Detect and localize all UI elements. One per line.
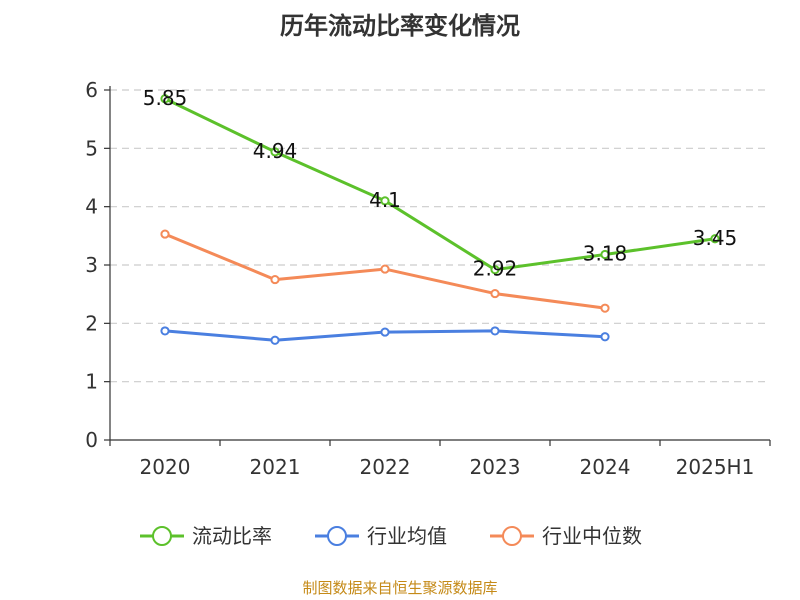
x-tick-label: 2022 <box>360 455 411 479</box>
data-point[interactable] <box>270 335 280 345</box>
legend-label: 行业均值 <box>367 524 447 548</box>
y-tick-label: 0 <box>85 428 98 452</box>
series-layer <box>160 94 720 345</box>
y-tick-label: 2 <box>85 311 98 335</box>
source-note: 制图数据来自恒生聚源数据库 <box>302 579 497 597</box>
y-tick-label: 1 <box>85 370 98 394</box>
data-point[interactable] <box>380 264 390 274</box>
legend-swatch-marker <box>327 526 347 546</box>
x-tick-label: 2024 <box>580 455 631 479</box>
data-label: 4.1 <box>369 188 401 212</box>
series-0 <box>160 94 720 275</box>
data-label: 3.18 <box>583 242 628 266</box>
legend-item-0[interactable]: 流动比率 <box>140 524 272 548</box>
grid <box>110 89 770 383</box>
data-point[interactable] <box>160 229 170 239</box>
data-label: 4.94 <box>253 139 298 163</box>
legend-label: 流动比率 <box>192 524 272 548</box>
data-label: 5.85 <box>143 86 188 110</box>
legend-swatch-marker <box>502 526 522 546</box>
x-tick-label: 2023 <box>470 455 521 479</box>
axes: 0 1 2 3 4 5 6 2020 2021 2022 2023 2024 2025H1 <box>85 78 771 479</box>
data-labels: 5.85 4.94 4.1 2.92 3.18 3.45 <box>143 86 738 281</box>
legend-item-1[interactable]: 行业均值 <box>315 524 447 548</box>
data-point[interactable] <box>270 147 280 157</box>
data-point[interactable] <box>710 234 720 244</box>
data-point[interactable] <box>600 249 610 260</box>
y-tick-label: 5 <box>85 136 98 160</box>
series-2 <box>160 229 610 313</box>
chart-title: 历年流动比率变化情况 <box>280 12 520 40</box>
data-point[interactable] <box>490 265 500 275</box>
data-point[interactable] <box>380 196 390 206</box>
y-tick-label: 6 <box>85 78 98 102</box>
data-label: 2.92 <box>473 257 518 281</box>
x-tick-label: 2025H1 <box>676 455 755 479</box>
series-line <box>164 97 716 272</box>
y-tick-label: 3 <box>85 253 98 277</box>
data-label: 3.45 <box>693 226 738 250</box>
x-tick-label: 2020 <box>140 455 191 479</box>
series-1 <box>160 326 610 345</box>
legend-label: 行业中位数 <box>542 524 642 548</box>
data-point[interactable] <box>600 332 610 342</box>
data-point[interactable] <box>490 288 500 299</box>
data-point[interactable] <box>270 274 280 285</box>
data-point[interactable] <box>600 303 610 313</box>
y-tick-label: 4 <box>85 195 98 219</box>
data-point[interactable] <box>160 326 170 336</box>
legend: 流动比率 行业均值 行业中位数 <box>140 524 642 548</box>
data-point[interactable] <box>490 326 500 336</box>
legend-item-2[interactable]: 行业中位数 <box>490 524 642 548</box>
data-point[interactable] <box>160 94 170 104</box>
x-tick-label: 2021 <box>250 455 301 479</box>
legend-swatch-marker <box>152 526 172 546</box>
data-point[interactable] <box>380 327 390 337</box>
